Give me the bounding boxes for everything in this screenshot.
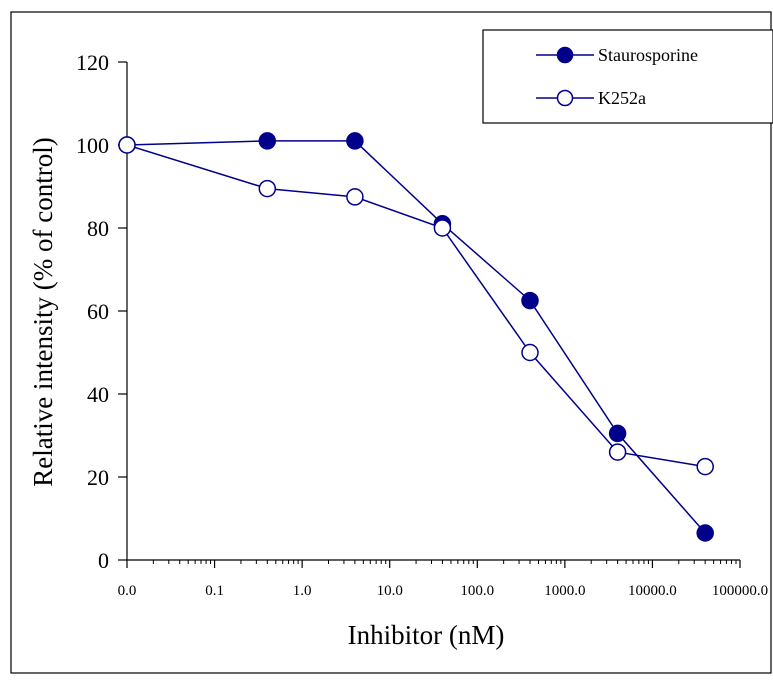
legend-label-k252a: K252a [598, 88, 646, 108]
y-tick-label: 0 [98, 548, 109, 573]
series-group [118, 132, 714, 542]
x-ticks: 0.0 0.1 1.0 10.0 100.0 1000.0 10000.0 100000.0 [118, 560, 768, 599]
legend: Staurosporine K252a [482, 29, 773, 124]
data-point-k252a [433, 219, 452, 237]
x-tick-label: 100.0 [460, 583, 494, 599]
x-tick-label: 1.0 [293, 583, 312, 599]
x-tick-label: 10.0 [377, 583, 403, 599]
y-tick-label: 60 [87, 299, 109, 324]
data-point-staurosporine [521, 291, 539, 310]
data-point-k252a [346, 188, 364, 206]
data-point-k252a [696, 457, 714, 476]
y-tick-label: 20 [87, 465, 109, 490]
data-point-k252a [118, 136, 136, 154]
legend-marker-staurosporine [556, 46, 574, 64]
y-tick-label: 80 [87, 216, 109, 241]
data-point-staurosporine [608, 424, 627, 443]
data-point-staurosporine [346, 132, 364, 150]
legend-marker-k252a [556, 89, 574, 107]
x-tick-label: 0.0 [118, 583, 137, 599]
y-ticks: 0 20 40 60 80 100 120 [76, 50, 127, 573]
data-point-k252a [258, 179, 277, 198]
y-axis-label: Relative intensity (% of control) [28, 137, 58, 486]
data-point-staurosporine [258, 132, 277, 150]
x-tick-label: 0.1 [205, 583, 224, 599]
y-tick-label: 120 [76, 50, 109, 75]
data-point-k252a [608, 443, 627, 461]
figure-border [10, 11, 772, 674]
x-axis-label: Inhibitor (nM) [348, 620, 505, 650]
series-line-k252a [126, 144, 706, 468]
y-tick-label: 100 [76, 133, 109, 158]
data-point-staurosporine [696, 524, 714, 542]
y-tick-label: 40 [87, 382, 109, 407]
x-tick-label: 10000.0 [628, 583, 677, 599]
legend-label-staurosporine: Staurosporine [598, 45, 698, 65]
data-point-k252a [521, 343, 539, 362]
series-line-staurosporine [126, 140, 706, 534]
legend-box [482, 29, 773, 124]
axes [126, 62, 740, 561]
x-tick-label: 100000.0 [712, 583, 768, 599]
x-tick-label: 1000.0 [544, 583, 585, 599]
